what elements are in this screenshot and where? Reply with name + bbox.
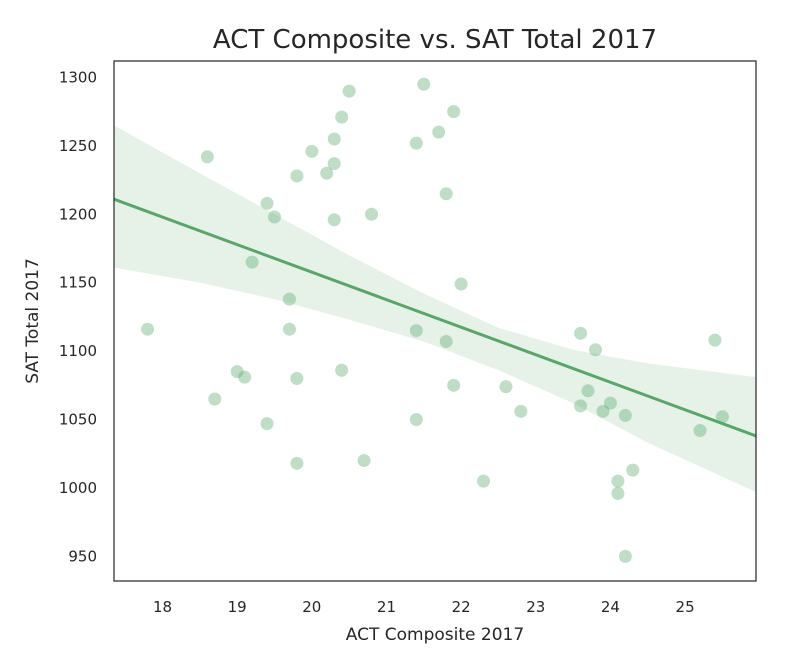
data-point (260, 196, 274, 210)
y-tick-label: 1200 (59, 205, 97, 223)
y-tick-label: 1300 (59, 68, 97, 86)
data-point (327, 213, 341, 227)
data-point (260, 417, 274, 431)
data-point (596, 404, 610, 418)
y-axis-label: SAT Total 2017 (23, 258, 43, 384)
data-point (611, 474, 625, 488)
data-point (514, 404, 528, 418)
data-point (626, 463, 640, 477)
data-points-layer (141, 77, 729, 563)
x-axis-label: ACT Composite 2017 (346, 625, 524, 645)
data-point (439, 187, 453, 201)
data-point (499, 380, 513, 394)
data-point (342, 84, 356, 98)
chart-title: ACT Composite vs. SAT Total 2017 (213, 25, 657, 55)
x-tick-label: 25 (676, 598, 695, 616)
x-tick-label: 22 (452, 598, 471, 616)
y-tick-label: 1100 (59, 342, 97, 360)
data-point (618, 549, 632, 563)
data-point (589, 343, 602, 357)
data-point (327, 132, 341, 146)
y-tick-label: 1250 (59, 137, 97, 155)
data-point (447, 105, 461, 119)
data-point (141, 322, 155, 336)
data-point (320, 166, 334, 180)
x-tick-label: 19 (228, 598, 247, 616)
data-point (245, 255, 259, 269)
data-point (432, 125, 446, 139)
y-tick-label: 1150 (59, 274, 97, 292)
regression-line (113, 197, 757, 438)
data-point (693, 423, 707, 437)
y-tick-label: 1050 (59, 411, 97, 429)
data-point (282, 292, 296, 306)
data-point (290, 169, 304, 183)
data-point (282, 322, 296, 336)
data-point (574, 326, 588, 340)
plot-frame (113, 60, 757, 582)
confidence-band-layer (114, 125, 756, 493)
data-point (708, 333, 722, 347)
data-point (454, 277, 468, 291)
data-point (409, 324, 423, 338)
x-tick-label: 24 (601, 598, 620, 616)
data-point (417, 77, 431, 91)
data-point (268, 210, 281, 224)
y-tick-label: 1000 (59, 479, 97, 497)
data-point (365, 207, 379, 221)
data-point (603, 396, 617, 410)
x-tick-label: 20 (302, 598, 321, 616)
y-tick-labels: 950 1000 1050 1100 1150 1200 1250 1300 (59, 68, 97, 565)
regression-line-layer (113, 197, 757, 438)
data-point (574, 399, 588, 413)
data-point (439, 335, 453, 349)
data-point (581, 384, 595, 398)
data-point (618, 408, 632, 422)
data-point (335, 363, 349, 377)
data-point (208, 392, 222, 406)
data-point (409, 413, 423, 427)
data-point (200, 150, 214, 164)
data-point (327, 157, 341, 171)
x-tick-label: 23 (526, 598, 545, 616)
x-tick-labels: 18 19 20 21 22 23 24 25 (153, 598, 695, 616)
data-point (477, 474, 491, 488)
data-point (335, 110, 349, 124)
data-point (238, 370, 252, 384)
y-tick-label: 950 (68, 547, 97, 565)
data-point (611, 486, 625, 500)
data-point (230, 365, 244, 379)
confidence-band (114, 125, 756, 493)
data-point (447, 378, 461, 392)
x-tick-label: 21 (377, 598, 396, 616)
x-tick-label: 18 (153, 598, 172, 616)
data-point (357, 454, 371, 468)
data-point (409, 136, 423, 150)
data-point (305, 144, 319, 158)
data-point (290, 456, 304, 470)
data-point (715, 410, 729, 424)
data-point (290, 371, 304, 385)
